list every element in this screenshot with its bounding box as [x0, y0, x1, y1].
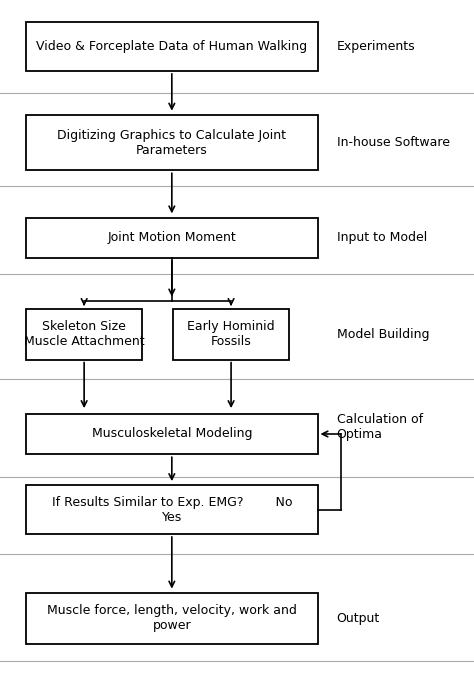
Text: Output: Output — [337, 612, 380, 625]
Bar — [173, 309, 289, 360]
Text: In-house Software: In-house Software — [337, 136, 449, 149]
Text: If Results Similar to Exp. EMG?        No
Yes: If Results Similar to Exp. EMG? No Yes — [52, 496, 292, 524]
Text: Calculation of
Optima: Calculation of Optima — [337, 413, 423, 441]
Text: Experiments: Experiments — [337, 40, 415, 53]
Bar — [26, 593, 318, 644]
Bar — [26, 414, 318, 454]
Text: Joint Motion Moment: Joint Motion Moment — [108, 231, 236, 245]
Text: Musculoskeletal Modeling: Musculoskeletal Modeling — [91, 427, 252, 441]
Text: Video & Forceplate Data of Human Walking: Video & Forceplate Data of Human Walking — [36, 40, 307, 53]
Text: Skeleton Size
Muscle Attachment: Skeleton Size Muscle Attachment — [24, 320, 145, 348]
Bar — [26, 115, 318, 170]
Bar — [26, 485, 318, 534]
Text: Digitizing Graphics to Calculate Joint
Parameters: Digitizing Graphics to Calculate Joint P… — [57, 128, 286, 157]
Text: Early Hominid
Fossils: Early Hominid Fossils — [187, 320, 275, 348]
Text: Model Building: Model Building — [337, 328, 429, 341]
Bar — [26, 22, 318, 71]
Text: Input to Model: Input to Model — [337, 231, 427, 245]
Bar — [26, 218, 318, 258]
Bar — [26, 309, 142, 360]
Text: Muscle force, length, velocity, work and
power: Muscle force, length, velocity, work and… — [47, 604, 297, 632]
